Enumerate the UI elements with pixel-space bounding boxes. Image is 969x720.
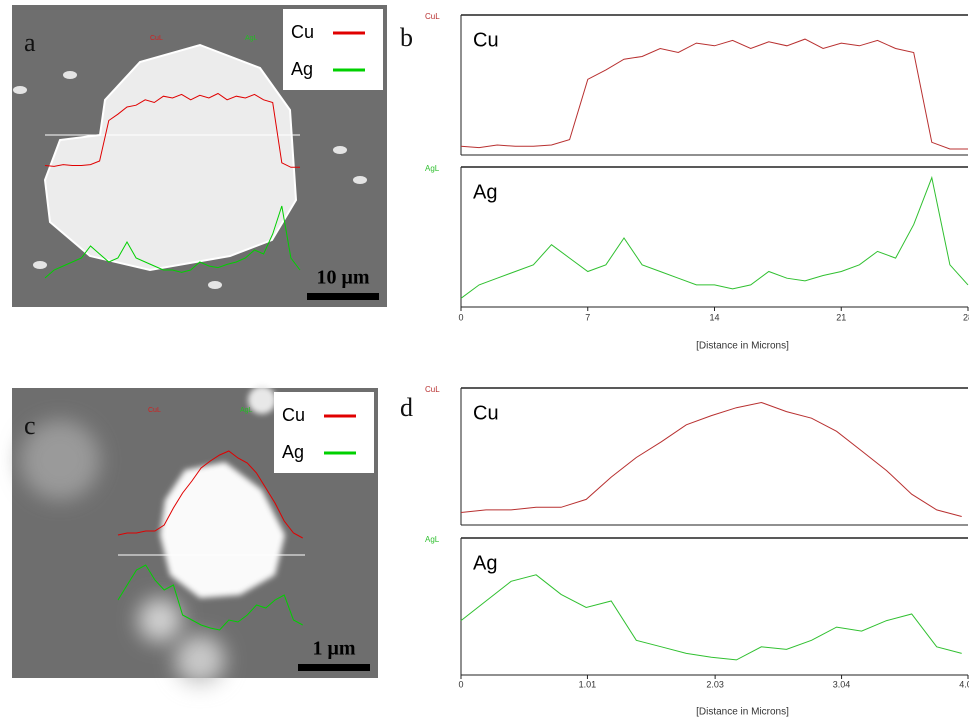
- overlay-channel: AgL: [240, 407, 253, 414]
- line-series: [460, 574, 962, 661]
- overlay-profile: [117, 564, 303, 631]
- channel-label: AgL: [425, 164, 440, 173]
- channel-label: CuL: [425, 385, 440, 394]
- channel-label: CuL: [425, 12, 440, 21]
- x-tick-label: 3.04: [833, 679, 851, 689]
- x-tick-label: 14: [709, 312, 719, 322]
- panel-label: b: [400, 23, 413, 52]
- legend-label: Cu: [291, 22, 314, 42]
- channel-label: AgL: [425, 535, 440, 544]
- glow: [248, 386, 276, 414]
- x-tick-label: 1.01: [579, 679, 597, 689]
- particle: [160, 462, 285, 598]
- overlay-channel: CuL: [150, 35, 163, 42]
- particle-small: [63, 71, 77, 79]
- overlay-profile: [44, 92, 300, 168]
- panel-label: d: [400, 393, 413, 422]
- particle-small: [33, 261, 47, 269]
- line-series: [460, 38, 968, 150]
- scale-bar: [307, 293, 379, 300]
- glow: [138, 598, 182, 642]
- x-tick-label: 0: [458, 679, 463, 689]
- overlay-profile: [44, 205, 301, 279]
- particle: [43, 43, 298, 272]
- overlay-channel: CuL: [148, 407, 161, 414]
- legend-box: [274, 392, 374, 473]
- legend-label: Ag: [282, 442, 304, 462]
- x-tick-label: 2.03: [706, 679, 724, 689]
- line-series: [460, 175, 969, 299]
- series-label: Cu: [473, 402, 499, 424]
- legend-box: [283, 9, 383, 90]
- x-axis-label: [Distance in Microns]: [696, 707, 789, 718]
- particle-small: [353, 176, 367, 184]
- legend-label: Cu: [282, 405, 305, 425]
- glow: [20, 420, 100, 500]
- x-tick-label: 4.05: [959, 679, 969, 689]
- series-label: Ag: [473, 181, 497, 203]
- x-tick-label: 21: [836, 312, 846, 322]
- x-tick-label: 7: [585, 312, 590, 322]
- line-series: [460, 401, 962, 517]
- series-label: Cu: [473, 29, 499, 51]
- x-tick-label: 28: [963, 312, 969, 322]
- scale-bar-label: 10 μm: [317, 267, 370, 289]
- x-axis-label: [Distance in Microns]: [696, 341, 789, 352]
- glow: [175, 635, 225, 685]
- scale-bar-label: 1 μm: [313, 638, 356, 660]
- overlay-channel: AgL: [245, 35, 258, 42]
- scale-bar: [298, 664, 370, 671]
- series-label: Ag: [473, 552, 497, 574]
- particle-small: [13, 86, 27, 94]
- panel-label: c: [24, 411, 36, 440]
- x-tick-label: 0: [458, 312, 463, 322]
- panel-label: a: [24, 28, 36, 57]
- particle-small: [333, 146, 347, 154]
- legend-label: Ag: [291, 59, 313, 79]
- particle-small: [208, 281, 222, 289]
- overlay-profile: [117, 450, 303, 539]
